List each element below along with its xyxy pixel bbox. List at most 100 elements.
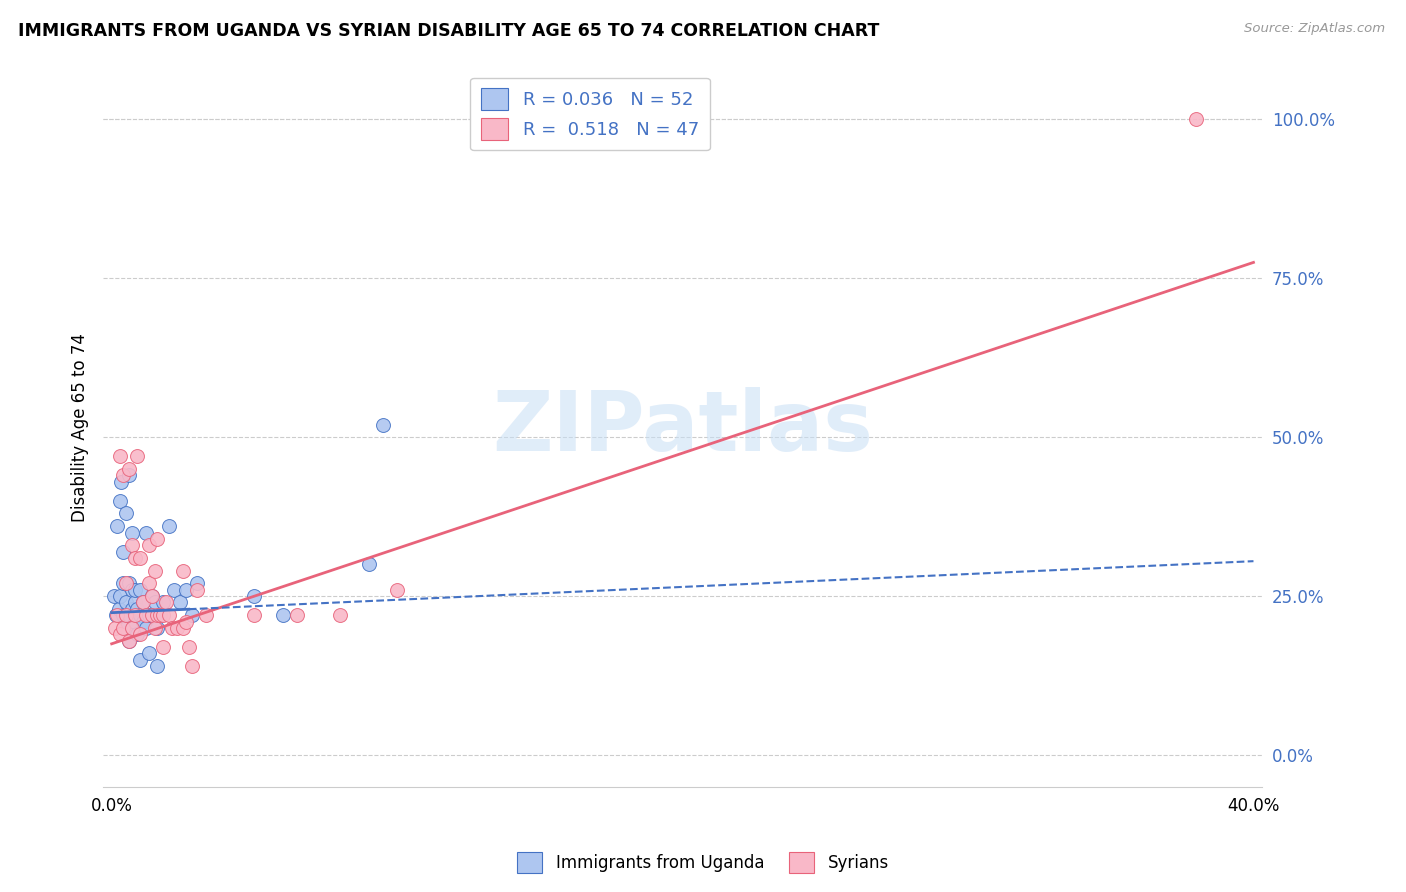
- Point: [143, 595, 166, 609]
- Point: [112, 468, 135, 483]
- Point: [129, 582, 152, 597]
- Point: [121, 602, 143, 616]
- Point: [129, 627, 152, 641]
- Legend: R = 0.036   N = 52, R =  0.518   N = 47: R = 0.036 N = 52, R = 0.518 N = 47: [470, 78, 710, 151]
- Point: [124, 608, 146, 623]
- Point: [121, 538, 143, 552]
- Point: [103, 589, 125, 603]
- Point: [138, 646, 160, 660]
- Point: [174, 615, 197, 629]
- Point: [115, 507, 138, 521]
- Point: [285, 608, 308, 623]
- Point: [152, 608, 174, 623]
- Point: [371, 417, 394, 432]
- Point: [135, 621, 157, 635]
- Point: [135, 608, 157, 623]
- Point: [169, 595, 191, 609]
- Point: [110, 450, 132, 464]
- Point: [129, 608, 152, 623]
- Point: [121, 525, 143, 540]
- Point: [357, 558, 380, 572]
- Point: [115, 595, 138, 609]
- Point: [160, 621, 183, 635]
- Point: [115, 576, 138, 591]
- Point: [166, 621, 188, 635]
- Point: [157, 519, 180, 533]
- Point: [115, 608, 138, 623]
- Point: [146, 621, 169, 635]
- Point: [103, 621, 125, 635]
- Point: [146, 532, 169, 546]
- Point: [104, 608, 127, 623]
- Point: [127, 602, 149, 616]
- Point: [135, 525, 157, 540]
- Point: [124, 582, 146, 597]
- Point: [115, 621, 138, 635]
- Point: [243, 589, 266, 603]
- Point: [132, 595, 155, 609]
- Point: [129, 653, 152, 667]
- Point: [329, 608, 352, 623]
- Point: [112, 576, 135, 591]
- Point: [149, 608, 172, 623]
- Point: [112, 608, 135, 623]
- Point: [141, 589, 163, 603]
- Point: [194, 608, 217, 623]
- Point: [180, 659, 202, 673]
- Point: [163, 582, 186, 597]
- Point: [127, 627, 149, 641]
- Point: [143, 621, 166, 635]
- Point: [177, 640, 200, 654]
- Point: [132, 595, 155, 609]
- Point: [112, 621, 135, 635]
- Text: Source: ZipAtlas.com: Source: ZipAtlas.com: [1244, 22, 1385, 36]
- Point: [108, 493, 131, 508]
- Point: [110, 475, 132, 489]
- Point: [385, 582, 408, 597]
- Point: [110, 627, 132, 641]
- Point: [110, 589, 132, 603]
- Point: [143, 564, 166, 578]
- Point: [186, 576, 208, 591]
- Point: [271, 608, 294, 623]
- Point: [118, 576, 141, 591]
- Text: IMMIGRANTS FROM UGANDA VS SYRIAN DISABILITY AGE 65 TO 74 CORRELATION CHART: IMMIGRANTS FROM UGANDA VS SYRIAN DISABIL…: [18, 22, 880, 40]
- Point: [124, 595, 146, 609]
- Point: [152, 640, 174, 654]
- Point: [138, 608, 160, 623]
- Point: [121, 621, 143, 635]
- Point: [138, 576, 160, 591]
- Point: [146, 659, 169, 673]
- Point: [132, 615, 155, 629]
- Point: [107, 608, 129, 623]
- Point: [124, 551, 146, 566]
- Point: [1185, 112, 1208, 127]
- Point: [121, 621, 143, 635]
- Point: [118, 468, 141, 483]
- Point: [186, 582, 208, 597]
- Point: [115, 608, 138, 623]
- Point: [157, 608, 180, 623]
- Point: [124, 615, 146, 629]
- Point: [172, 621, 194, 635]
- Point: [141, 589, 163, 603]
- Point: [121, 582, 143, 597]
- Point: [146, 608, 169, 623]
- Point: [118, 633, 141, 648]
- Point: [172, 564, 194, 578]
- Text: ZIPatlas: ZIPatlas: [492, 387, 873, 468]
- Legend: Immigrants from Uganda, Syrians: Immigrants from Uganda, Syrians: [510, 846, 896, 880]
- Point: [129, 551, 152, 566]
- Point: [138, 538, 160, 552]
- Point: [112, 544, 135, 558]
- Point: [118, 608, 141, 623]
- Point: [155, 595, 177, 609]
- Point: [174, 582, 197, 597]
- Point: [105, 519, 128, 533]
- Y-axis label: Disability Age 65 to 74: Disability Age 65 to 74: [72, 334, 89, 522]
- Point: [243, 608, 266, 623]
- Point: [152, 595, 174, 609]
- Point: [118, 462, 141, 476]
- Point: [149, 608, 172, 623]
- Point: [108, 602, 131, 616]
